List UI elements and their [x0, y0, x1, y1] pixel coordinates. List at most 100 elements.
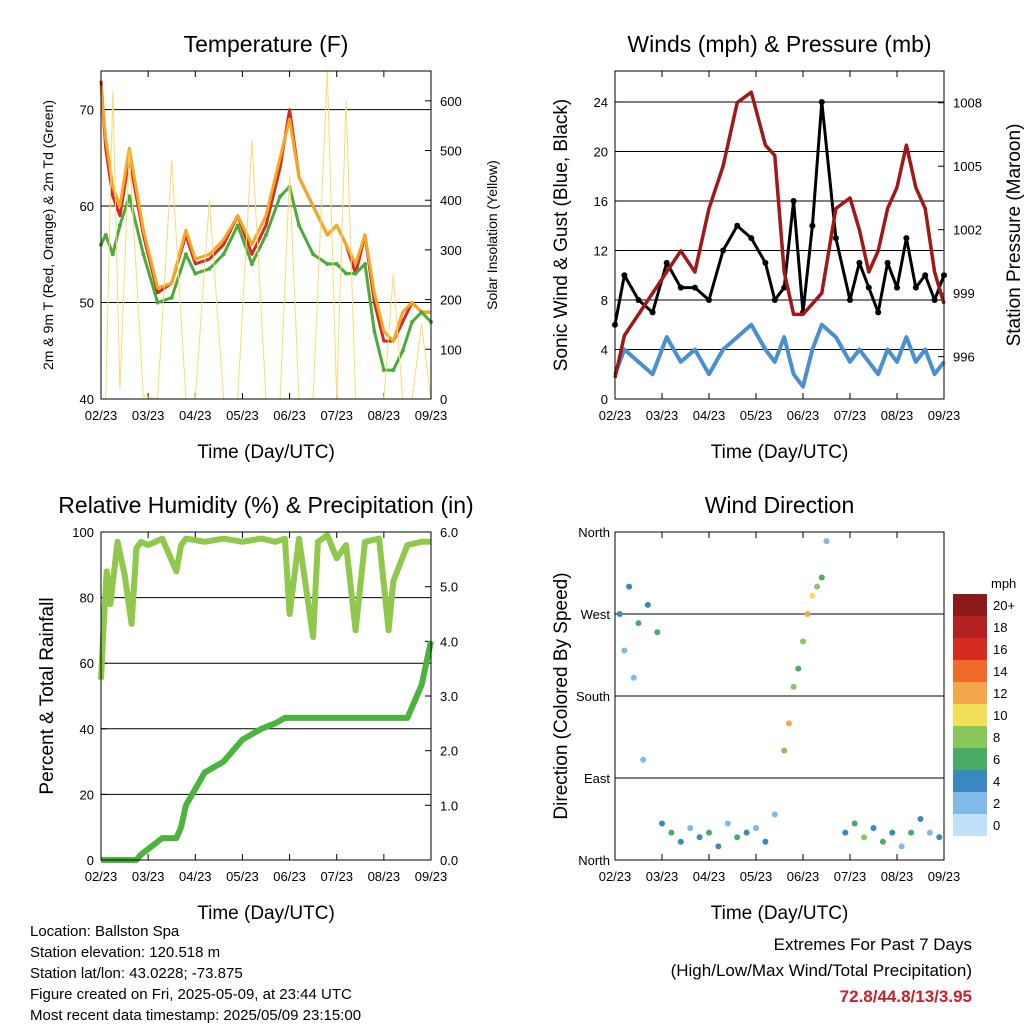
colorbar-label: 6	[993, 752, 1000, 767]
dewpoint-point	[381, 368, 386, 373]
direction-point	[889, 829, 896, 836]
x-tick-label: 03/23	[646, 869, 679, 884]
dewpoint-point	[297, 223, 301, 228]
colorbar-title: mph	[991, 576, 1016, 591]
gust-point	[875, 309, 882, 316]
x-tick-label: 09/23	[928, 408, 961, 423]
direction-point	[668, 829, 675, 836]
y2-tick-label: 400	[440, 193, 462, 208]
colorbar-swatch	[953, 682, 987, 704]
series-line	[98, 532, 431, 680]
footer-created: Figure created on Fri, 2025-05-09, at 23…	[30, 986, 352, 1003]
dewpoint-point	[127, 194, 132, 199]
y-tick-label: 100	[72, 525, 94, 540]
y-tick-label: South	[576, 689, 610, 704]
gust-point	[635, 296, 642, 303]
y-tick-label: 20	[80, 787, 94, 802]
x-axis-label: Time (Day/UTC)	[197, 903, 335, 924]
y-tick-label: 40	[80, 722, 94, 737]
y-axis-label: Direction (Colored By Speed)	[551, 572, 572, 819]
direction-point	[626, 583, 633, 590]
colorbar-swatch	[953, 704, 987, 726]
direction-point	[706, 829, 712, 836]
dewpoint-point	[155, 300, 160, 305]
dewpoint-point	[249, 261, 254, 266]
direction-point	[635, 620, 642, 627]
dewpoint-point	[278, 194, 283, 199]
plot-frame	[100, 70, 432, 400]
direction-point	[926, 829, 933, 836]
colorbar-swatch	[953, 770, 987, 792]
colorbar-swatch	[953, 660, 987, 682]
direction-point	[879, 838, 886, 845]
series-line	[613, 100, 946, 325]
dewpoint-point	[183, 252, 188, 257]
direction-point	[640, 756, 647, 763]
gust-point	[809, 222, 816, 229]
direction-point	[795, 665, 802, 672]
y2-tick-label: 100	[440, 342, 462, 357]
y2-tick-label: 1.0	[440, 798, 458, 813]
x-tick-label: 06/23	[787, 408, 820, 423]
extremes-values: 72.8/44.8/13/3.95	[839, 987, 972, 1006]
x-tick-label: 06/23	[787, 869, 820, 884]
gust-point	[865, 284, 872, 291]
colorbar-swatch	[953, 616, 987, 638]
x-axis-label: Time (Day/UTC)	[197, 442, 335, 463]
x-tick-label: 04/23	[693, 408, 726, 423]
direction-point	[809, 592, 816, 599]
direction-point	[687, 825, 694, 832]
dewpoint-point	[169, 295, 174, 300]
direction-point	[654, 629, 661, 636]
gust-point	[621, 272, 628, 279]
gust-point	[922, 272, 929, 279]
dewpoint-point	[141, 252, 146, 257]
y-tick-label: 16	[594, 194, 608, 209]
y-tick-label: 50	[80, 296, 94, 311]
x-tick-label: 04/23	[179, 408, 212, 423]
colorbar-label: 14	[993, 664, 1007, 679]
gust-point	[649, 309, 656, 316]
colorbar-swatch	[953, 792, 987, 814]
direction-point	[898, 843, 905, 850]
x-tick-label: 02/23	[599, 869, 632, 884]
x-tick-label: 08/23	[368, 869, 401, 884]
series-line	[99, 85, 431, 343]
gust-point	[847, 296, 853, 303]
direction-point	[917, 816, 924, 822]
direction-point	[715, 843, 722, 850]
colorbar-label: 12	[993, 686, 1007, 701]
y-tick-label: 80	[80, 591, 94, 606]
footer-latlon: Station lat/lon: 43.0228; -73.875	[30, 965, 243, 982]
series-line	[613, 322, 946, 389]
direction-point	[800, 638, 806, 645]
direction-point	[724, 820, 731, 827]
x-axis-label: Time (Day/UTC)	[711, 903, 849, 924]
direction-point	[781, 747, 788, 754]
direction-point	[753, 825, 759, 832]
gust-point	[903, 235, 910, 242]
colorbar-swatch	[953, 814, 987, 836]
x-tick-label: 07/23	[320, 869, 353, 884]
direction-point	[621, 647, 628, 654]
x-axis-label: Time (Day/UTC)	[711, 442, 849, 463]
direction-point	[870, 825, 877, 832]
colorbar-label: 4	[993, 774, 1000, 789]
y-tick-label: 70	[80, 103, 94, 118]
extremes-subtitle: (High/Low/Max Wind/Total Precipitation)	[670, 961, 972, 980]
x-tick-label: 02/23	[85, 408, 118, 423]
y2-tick-label: 1005	[953, 159, 982, 174]
direction-point	[861, 834, 868, 841]
x-tick-label: 02/23	[85, 869, 118, 884]
y-tick-label: 0	[87, 853, 94, 868]
direction-point	[823, 538, 830, 545]
dewpoint-point	[353, 271, 358, 276]
x-tick-label: 09/23	[415, 869, 448, 884]
y-axis-label: 2m & 9m T (Red, Orange) & 2m Td (Green)	[40, 100, 56, 370]
direction-point	[644, 601, 651, 608]
y2-tick-label: 1008	[953, 96, 982, 111]
colorbar-label: 2	[993, 796, 1000, 811]
y-tick-label: North	[578, 853, 610, 868]
direction-point	[785, 720, 792, 727]
dewpoint-point	[221, 252, 226, 257]
